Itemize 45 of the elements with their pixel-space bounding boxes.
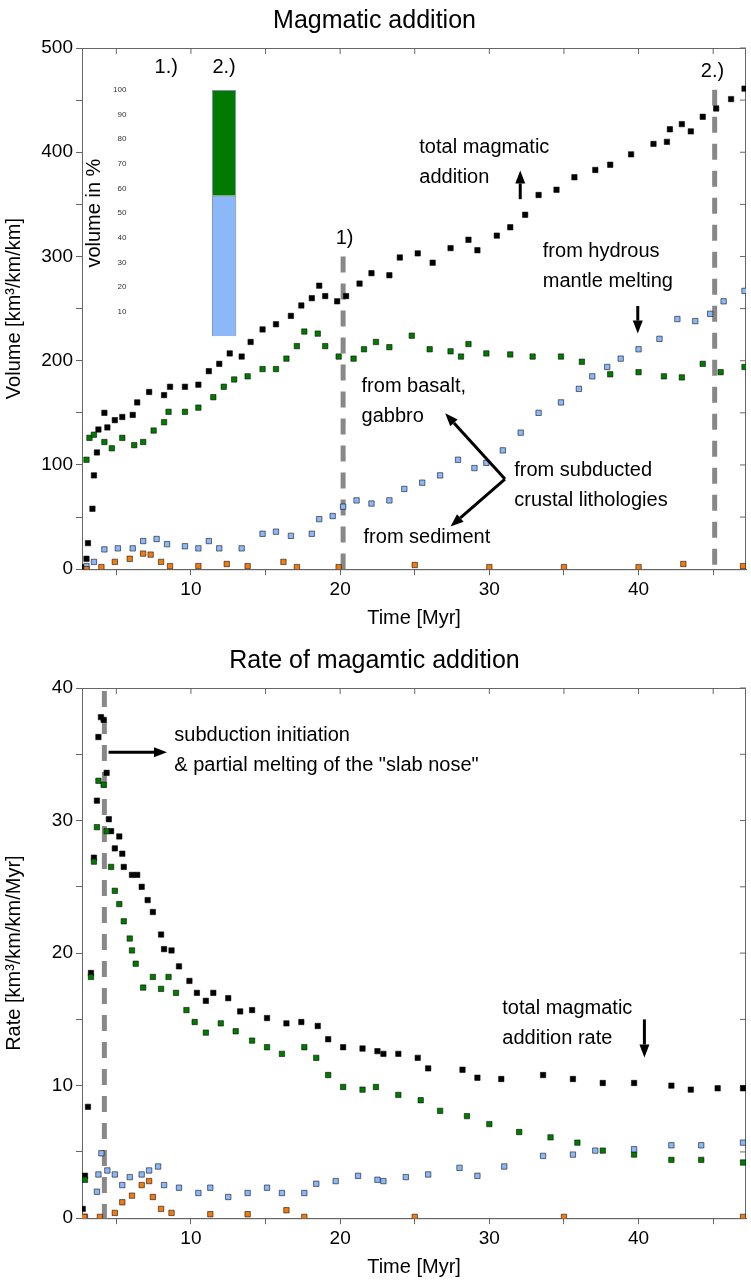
y-tick-label: 80 — [117, 134, 127, 144]
annotation: subduction initiation & partial melting of the "slab nose" — [174, 722, 479, 775]
x-tick-label: 20 — [329, 1226, 351, 1248]
y-tick-label: 30 — [117, 257, 127, 267]
chart-title: Magmatic addition — [273, 4, 476, 33]
y-tick-label: 200 — [41, 348, 73, 370]
x-tick-label: 40 — [628, 1226, 650, 1248]
annotation: from hydrous mantle melting — [542, 238, 673, 291]
annotation: total magmatic addition rate — [502, 996, 633, 1049]
annotation: total magmatic addition — [419, 134, 550, 187]
y-tick-label: 300 — [41, 244, 73, 266]
y-tick-label: 30 — [51, 808, 73, 830]
y-tick-label: 100 — [41, 453, 73, 475]
y-tick-label: 40 — [51, 676, 73, 698]
x-tick-label: 40 — [628, 577, 650, 599]
x-tick-label: 20 — [329, 577, 351, 599]
x-tick-label: 10 — [180, 1226, 202, 1248]
y-tick-label: 0 — [62, 557, 73, 579]
y-tick-label: 50 — [117, 208, 127, 218]
y-tick-label: 40 — [117, 232, 127, 242]
x-tick-label: 30 — [478, 577, 500, 599]
x-tick-label: 30 — [478, 1226, 500, 1248]
x-tick-label: 10 — [180, 577, 202, 599]
y-tick-label: 500 — [41, 36, 73, 58]
annotation: 1) — [335, 226, 354, 249]
y-tick-label: 10 — [51, 1073, 73, 1095]
y-tick-label: 20 — [51, 941, 73, 963]
y-tick-label: 90 — [117, 109, 127, 119]
annotation: from basalt, gabbro — [361, 374, 467, 427]
y-axis-title: Rate [km³/km/km/Myr] — [1, 855, 24, 1051]
y-axis-title: volume in % — [81, 158, 104, 268]
chart-title: Rate of magamtic addition — [229, 644, 520, 673]
y-tick-label: 400 — [41, 140, 73, 162]
x-tick-label: 1.) — [154, 54, 178, 77]
y-axis-title: Volume [km³/km/km] — [1, 218, 24, 400]
annotation: from sediment — [363, 525, 491, 548]
y-tick-label: 60 — [117, 183, 127, 193]
x-axis-title: Time [Myr] — [367, 1254, 461, 1277]
y-tick-label: 100 — [112, 85, 127, 95]
annotation: from subducted crustal lithologies — [514, 457, 668, 510]
y-tick-label: 0 — [62, 1206, 73, 1228]
x-axis-title: Time [Myr] — [367, 605, 461, 628]
y-tick-label: 70 — [117, 159, 127, 169]
y-tick-label: 10 — [117, 306, 127, 316]
y-tick-label: 20 — [117, 282, 127, 292]
